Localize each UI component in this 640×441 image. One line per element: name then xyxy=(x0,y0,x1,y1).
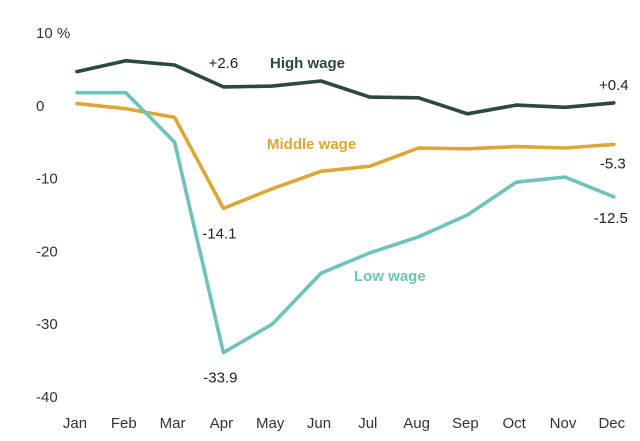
data-label: -12.5 xyxy=(594,210,628,227)
y-tick-label: 10 % xyxy=(36,25,70,42)
series-lines xyxy=(75,58,616,355)
data-label: +0.4 xyxy=(599,77,629,94)
x-tick-label: Mar xyxy=(160,415,186,432)
x-tick-label: Oct xyxy=(503,415,527,432)
x-tick-label: Jul xyxy=(358,415,377,432)
x-tick-label: Aug xyxy=(403,415,430,432)
y-tick-label: -30 xyxy=(36,316,58,333)
series-line-middle-wage xyxy=(75,101,616,211)
watermark: 金牛远里号 xyxy=(525,398,613,418)
y-tick-label: -10 xyxy=(36,171,58,188)
data-label: +2.6 xyxy=(209,55,239,72)
x-tick-label: Jan xyxy=(63,415,87,432)
x-tick-label: May xyxy=(256,415,285,432)
y-tick-label: 0 xyxy=(36,98,44,115)
y-tick-label: -20 xyxy=(36,243,58,260)
x-axis-ticks: Jan Feb Mar Apr May Jun Jul Aug Sep Oct Nov Dec xyxy=(63,415,626,432)
series-line-low-wage xyxy=(75,90,616,355)
x-tick-label: Nov xyxy=(550,415,577,432)
watermark-text: 金牛远里号 xyxy=(548,401,613,417)
data-label: -14.1 xyxy=(202,225,236,242)
data-label: -33.9 xyxy=(203,370,237,387)
series-label-high-wage: High wage xyxy=(270,55,345,72)
y-axis-ticks: 10 % 0 -10 -20 -30 -40 xyxy=(36,25,70,406)
x-tick-label: Feb xyxy=(111,415,137,432)
x-tick-label: Dec xyxy=(598,415,625,432)
series-line-high-wage xyxy=(75,58,616,116)
series-label-low-wage: Low wage xyxy=(354,268,426,285)
y-tick-label: -40 xyxy=(36,389,58,406)
watermark-logo-icon xyxy=(525,398,545,418)
x-tick-label: Sep xyxy=(452,415,479,432)
x-tick-label: Jun xyxy=(307,415,331,432)
x-tick-label: Apr xyxy=(210,415,233,432)
data-label: -5.3 xyxy=(600,155,626,172)
series-label-middle-wage: Middle wage xyxy=(267,136,356,153)
data-labels: +2.6 +0.4 -14.1 -5.3 -33.9 -12.5 xyxy=(202,55,628,387)
